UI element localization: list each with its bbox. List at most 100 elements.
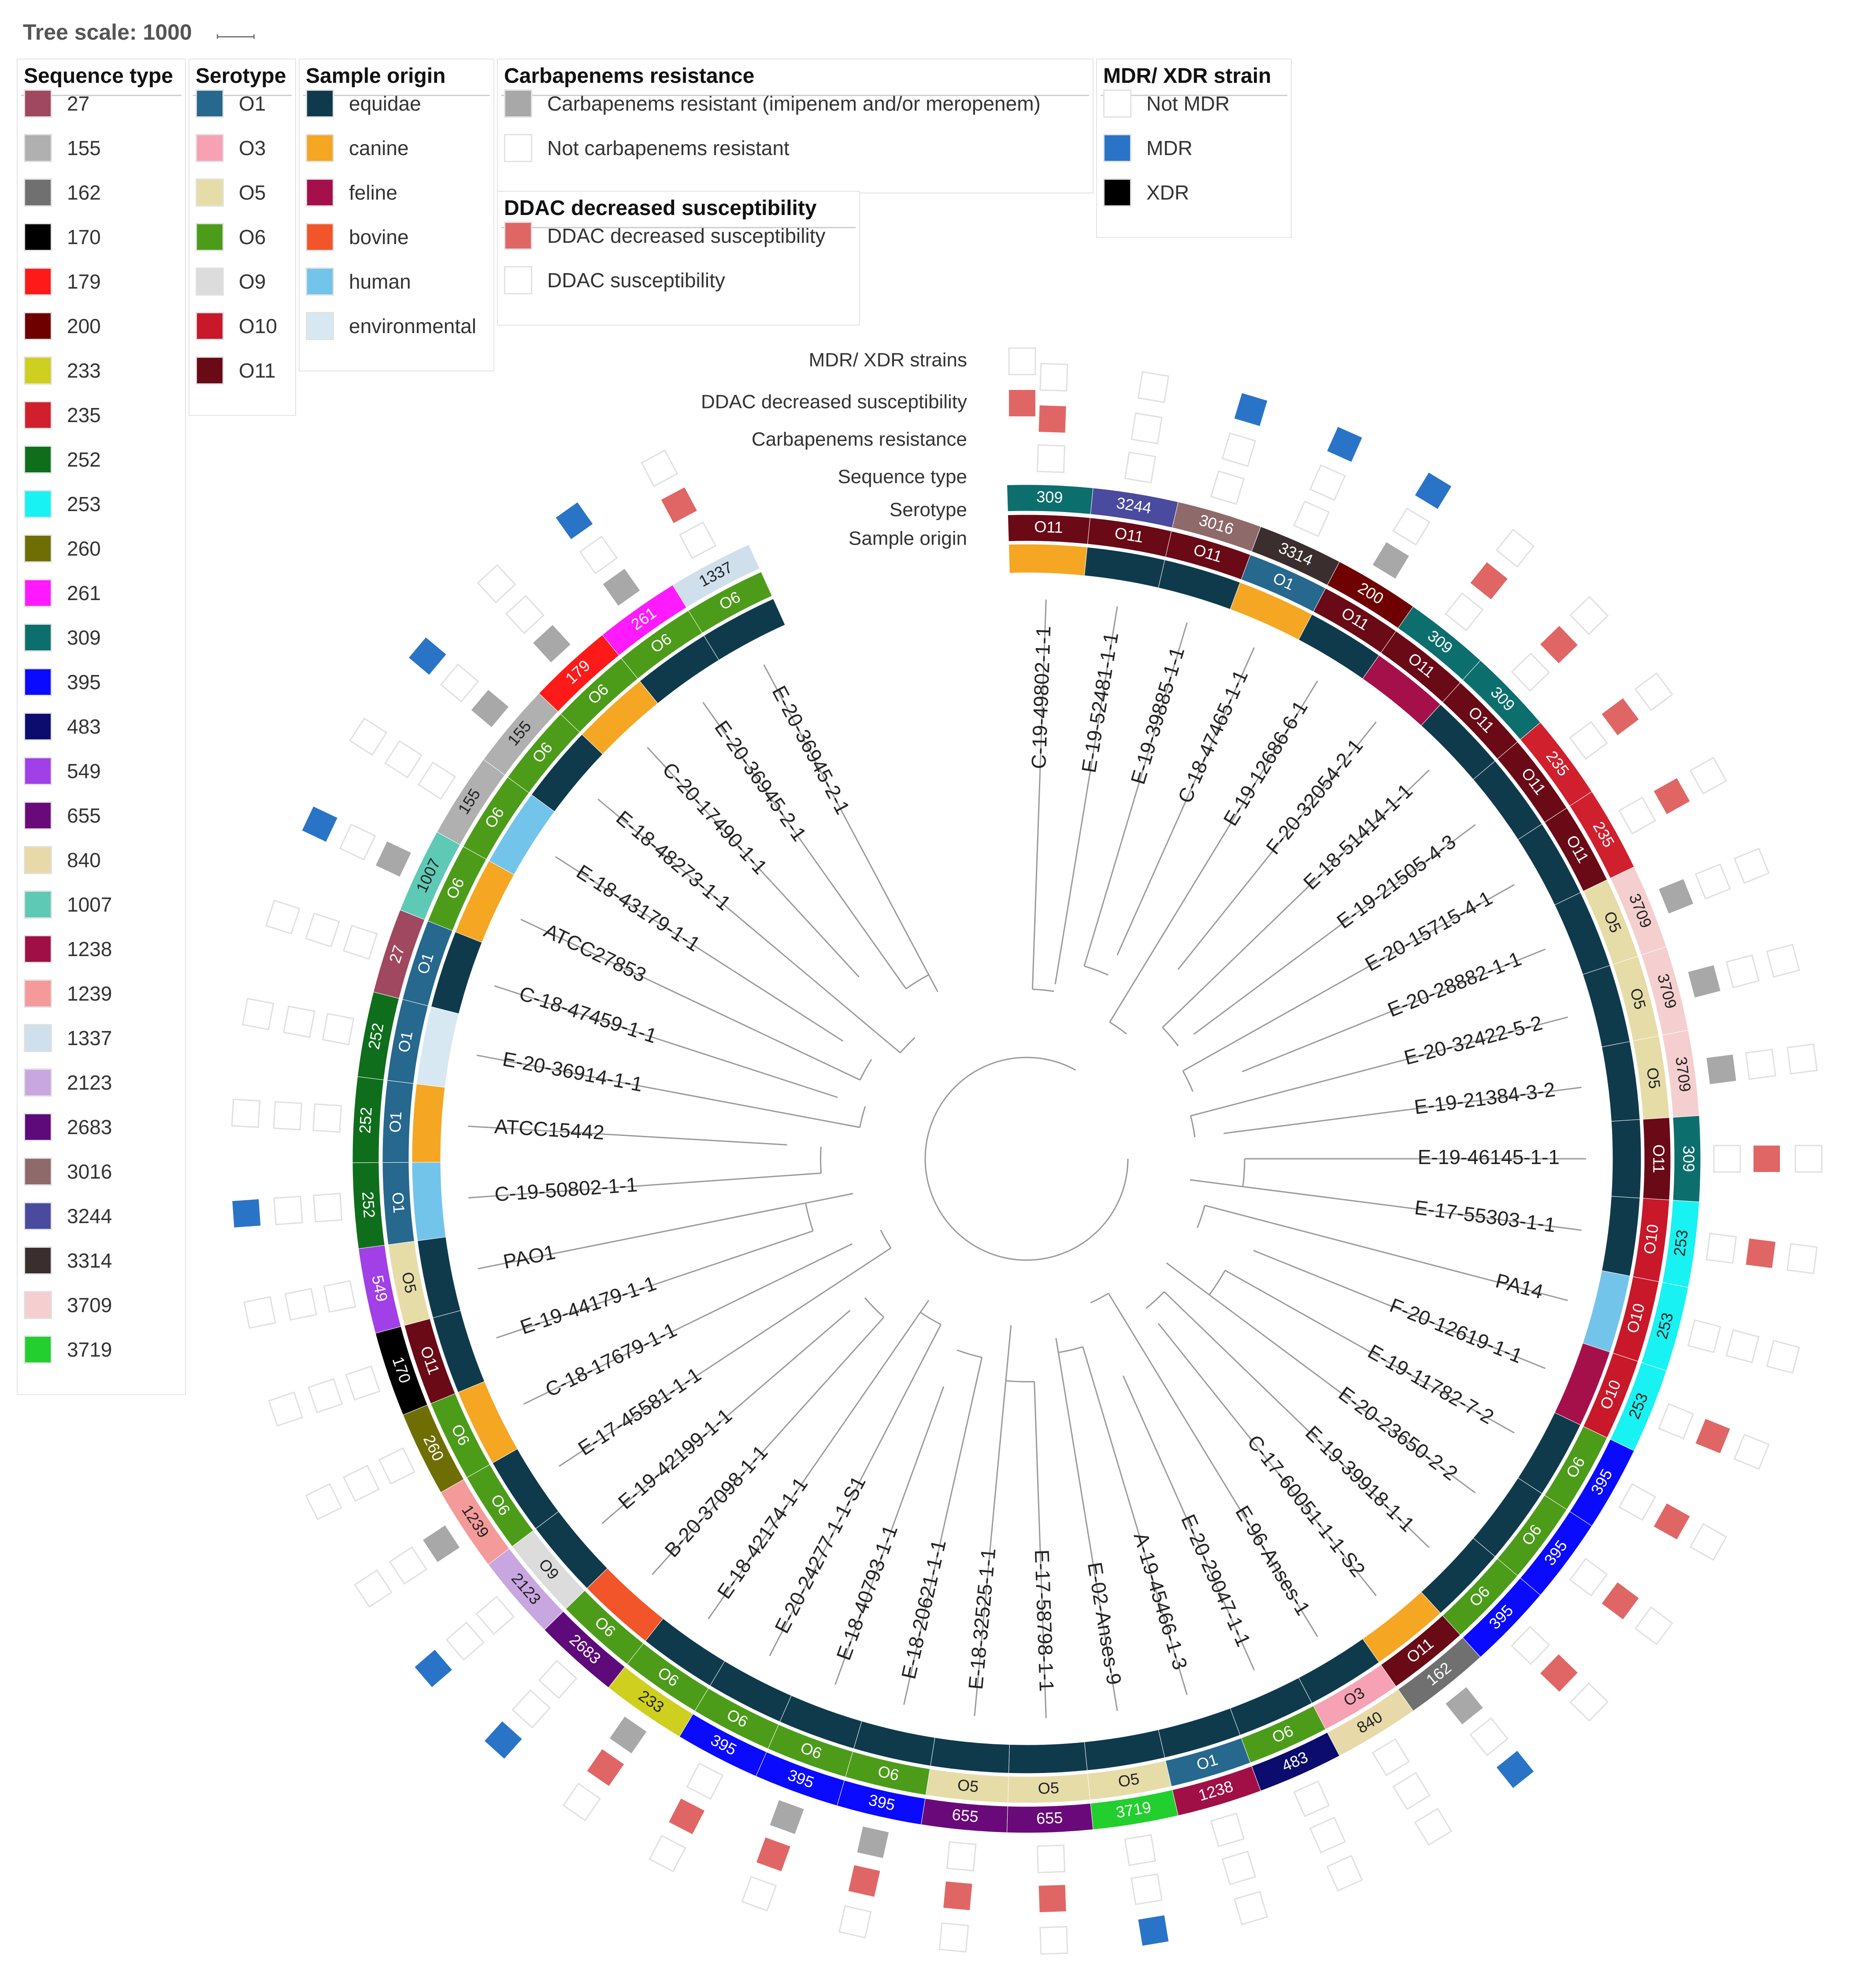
tree-branch (1109, 680, 1318, 1023)
legend-label: 2123 (67, 1071, 112, 1094)
legend-item: 1238 (24, 931, 112, 967)
tree-node-arc (920, 1312, 942, 1325)
ring-serotype-label: O5 (1643, 1066, 1664, 1090)
mdr-marker (1137, 371, 1170, 403)
carbapenem-marker (946, 1841, 977, 1872)
tree-branch (1190, 1179, 1582, 1231)
legend-header: Carbapenems resistance (504, 64, 755, 88)
legend-swatch (24, 1291, 52, 1319)
mdr-marker (1733, 1433, 1770, 1470)
legend-label: O1 (239, 92, 266, 115)
ddac-marker (1309, 1817, 1346, 1854)
legend-label: feline (349, 181, 397, 204)
tree-node-arc (1162, 1027, 1179, 1046)
carbapenem-marker (1659, 879, 1694, 914)
legend-item: 252 (24, 442, 101, 477)
legend-label: 200 (67, 315, 101, 338)
ddac-marker (445, 1621, 485, 1661)
mdr-marker (1766, 1339, 1800, 1374)
ring-serotype-segment (688, 571, 772, 634)
ring-serotype-label: O10 (1640, 1223, 1662, 1255)
mdr-marker (1234, 393, 1268, 426)
tree-branch (1166, 1262, 1476, 1494)
legend-swatch (196, 267, 224, 296)
ddac-marker (1038, 405, 1066, 433)
legend-item: 235 (24, 397, 101, 433)
legend-label: 233 (67, 359, 101, 382)
legend-item: O9 (196, 264, 266, 299)
ddac-marker (587, 1749, 624, 1786)
tree-node-arc (956, 1349, 982, 1358)
mdr-marker (1496, 1751, 1534, 1788)
tree-node-arc (1197, 1205, 1205, 1228)
mdr-marker (415, 1650, 452, 1687)
carbapenem-marker (678, 521, 717, 559)
leaf-label: PA14 (1493, 1269, 1546, 1303)
mdr-marker (265, 899, 300, 935)
ring-serotype-label: O11 (1034, 517, 1064, 536)
carbapenem-marker (312, 1103, 342, 1133)
legend-swatch (24, 356, 52, 385)
carbapenem-marker (323, 1280, 356, 1313)
legend-item: human (306, 264, 411, 299)
legend-swatch (24, 490, 52, 518)
legend-label: equidae (349, 92, 421, 115)
legend-swatch (24, 579, 52, 607)
tree-branch (478, 1193, 853, 1270)
legend-label: 483 (67, 715, 101, 738)
ddac-marker (1653, 1503, 1690, 1539)
mdr-marker (1415, 472, 1452, 509)
legend-swatch (24, 1024, 52, 1052)
ring-st-segment (672, 544, 760, 608)
ddac-marker (1540, 626, 1578, 664)
ring-origin-segment (703, 598, 786, 660)
legend-label: 155 (67, 137, 101, 159)
legend-swatch (306, 178, 334, 207)
tree-node-arc (1032, 988, 1054, 992)
tree-node-arc (1109, 1021, 1127, 1035)
legend-item: 3709 (24, 1287, 112, 1323)
legend-item: MDR (1103, 130, 1193, 166)
mdr-marker (1787, 1043, 1818, 1075)
leaf-label: E-20-36914-1-1 (501, 1047, 645, 1096)
ring-origin-segment (1601, 1196, 1640, 1276)
leaf-label: ATCC27853 (541, 919, 650, 987)
legend-label: 252 (67, 448, 101, 471)
tree-branch (708, 1300, 930, 1620)
legend-label: 260 (67, 537, 101, 560)
leaf-label: C-18-47459-1-1 (516, 982, 660, 1048)
legend-label: O11 (239, 359, 276, 382)
ddac-marker (669, 1799, 705, 1834)
legend-swatch (24, 1202, 52, 1230)
ddac-marker (283, 1005, 315, 1038)
carbapenem-marker (857, 1826, 889, 1858)
carbapenem-marker (1372, 1738, 1410, 1777)
mdr-marker (477, 564, 516, 604)
ring-st-label: 655 (951, 1805, 979, 1825)
ring-origin-segment (1008, 1741, 1088, 1774)
legend-swatch (504, 89, 532, 118)
legend-label: 1007 (67, 893, 112, 916)
legend-item: DDAC decreased susceptibility (504, 218, 826, 253)
legend-label: 235 (67, 404, 101, 427)
ring-origin-segment (411, 1162, 446, 1241)
legend-item: Not MDR (1103, 86, 1230, 121)
legend-label: Carbapenems resistant (imipenem and/or m… (547, 92, 1041, 115)
leaf-label: C-19-49802-1-1 (1027, 626, 1055, 769)
legend-item: 549 (24, 753, 101, 789)
mdr-marker (649, 1835, 686, 1873)
leaf-label: E-19-52481-1-1 (1077, 631, 1123, 774)
legend-swatch (1103, 134, 1131, 162)
tree-branch (769, 1324, 942, 1656)
legend-item: 395 (24, 664, 101, 700)
legend-swatch (1103, 89, 1131, 118)
carbapenem-marker (1688, 965, 1720, 998)
legend-swatch (24, 1246, 52, 1275)
mdr-marker (1495, 528, 1535, 568)
legend-label: 549 (67, 760, 101, 783)
legend-label: 1239 (67, 982, 112, 1005)
ring-origin-segment (411, 1083, 445, 1163)
tree-branch (1108, 1293, 1318, 1637)
ddac-marker (1601, 698, 1639, 735)
